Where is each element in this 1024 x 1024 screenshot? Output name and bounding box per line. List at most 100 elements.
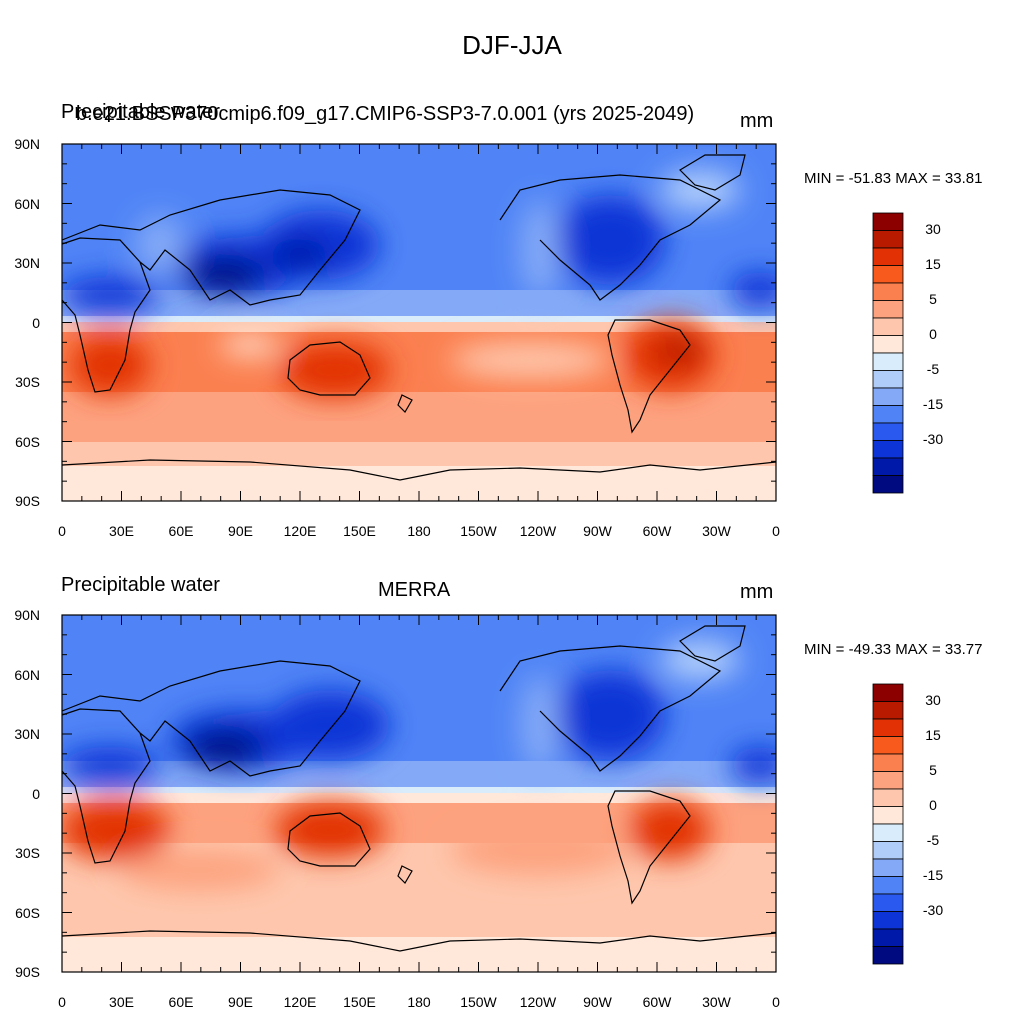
coastline bbox=[397, 865, 413, 884]
coastline bbox=[61, 237, 151, 393]
colorbar-label: -5 bbox=[926, 361, 940, 377]
figure-title: DJF-JJA bbox=[462, 30, 562, 60]
lon-tick-label: 0 bbox=[772, 994, 780, 1010]
colorbar-box bbox=[872, 457, 904, 476]
colorbar-box bbox=[872, 683, 904, 702]
colorbar-label: -15 bbox=[922, 867, 944, 883]
coastline bbox=[499, 174, 722, 301]
coastline bbox=[397, 394, 413, 413]
coastline bbox=[607, 319, 691, 434]
colorbar-box bbox=[872, 440, 904, 459]
lon-tick-label: 90W bbox=[583, 994, 612, 1010]
lon-tick-label: 150E bbox=[343, 523, 376, 539]
colorbar-label: 30 bbox=[925, 221, 941, 237]
colorbar-box bbox=[872, 352, 904, 371]
colorbar-box bbox=[872, 858, 904, 877]
lon-tick-label: 0 bbox=[58, 523, 66, 539]
lat-tick-label: 90S bbox=[15, 964, 40, 980]
lat-tick-label: 90S bbox=[15, 493, 40, 509]
lon-tick-label: 120W bbox=[519, 994, 557, 1010]
colorbar-label: 5 bbox=[929, 291, 937, 307]
colorbar-box bbox=[872, 771, 904, 790]
colorbar-box bbox=[872, 893, 904, 912]
lat-tick-label: 30N bbox=[14, 255, 40, 271]
coastline bbox=[607, 790, 691, 905]
coastline bbox=[287, 341, 371, 396]
lon-tick-label: 30E bbox=[109, 994, 134, 1010]
colorbar-box bbox=[872, 422, 904, 441]
lon-tick-label: 180 bbox=[407, 523, 431, 539]
panel1-left-label: Precipitable water bbox=[61, 101, 220, 123]
lat-tick-label: 60S bbox=[15, 904, 40, 921]
lon-tick-label: 120E bbox=[283, 994, 317, 1010]
lat-tick-label: 90N bbox=[14, 607, 40, 623]
lon-tick-label: 0 bbox=[772, 523, 780, 539]
colorbar-box bbox=[872, 282, 904, 301]
lon-tick-label: 90W bbox=[583, 523, 612, 539]
panel2-left-label: Precipitable water bbox=[61, 574, 220, 596]
lon-tick-label: 120E bbox=[283, 523, 317, 539]
lat-tick-label: 30S bbox=[15, 845, 40, 861]
panel2-units-label: mm bbox=[740, 581, 774, 603]
lon-tick-label: 60E bbox=[168, 523, 194, 539]
coastline bbox=[61, 930, 777, 952]
colorbar-label: 5 bbox=[929, 762, 937, 778]
lon-tick-label: 60E bbox=[168, 994, 194, 1010]
lon-tick-label: 60W bbox=[642, 994, 672, 1010]
colorbar-box bbox=[872, 230, 904, 249]
colorbar-box bbox=[872, 876, 904, 895]
panel2-minmax: MIN = -49.33 MAX = 33.77 bbox=[804, 641, 983, 658]
panel1-center-label: b.e21.BSSP370cmip6.f09_g17.CMIP6-SSP3-7.… bbox=[76, 103, 695, 125]
lat-tick-label: 90N bbox=[14, 136, 40, 152]
lon-tick-label: 30W bbox=[702, 523, 731, 539]
coastline bbox=[679, 625, 746, 662]
lon-tick-label: 30W bbox=[702, 994, 731, 1010]
colorbar-label: 15 bbox=[925, 256, 941, 272]
colorbar-box bbox=[872, 753, 904, 772]
lon-tick-label: 180 bbox=[407, 994, 431, 1010]
colorbar-label: -15 bbox=[922, 396, 944, 412]
lon-tick-label: 0 bbox=[58, 994, 66, 1010]
panel2-center-label: MERRA bbox=[378, 579, 451, 601]
colorbar-box bbox=[872, 841, 904, 860]
lon-tick-label: 150W bbox=[460, 523, 497, 539]
panel2-map bbox=[62, 615, 776, 972]
colorbar-box bbox=[872, 736, 904, 755]
lon-tick-label: 120W bbox=[519, 523, 557, 539]
panel1-map bbox=[62, 144, 776, 501]
lon-tick-label: 90E bbox=[228, 994, 253, 1010]
colorbar-box bbox=[872, 405, 904, 424]
colorbar-box bbox=[872, 370, 904, 389]
colorbar-box bbox=[872, 387, 904, 406]
colorbar-label: -5 bbox=[926, 832, 940, 848]
colorbar-box bbox=[872, 300, 904, 319]
panel1-minmax: MIN = -51.83 MAX = 33.81 bbox=[804, 170, 983, 187]
colorbar-box bbox=[872, 911, 904, 930]
lon-tick-label: 150E bbox=[343, 994, 376, 1010]
lat-tick-label: 60N bbox=[14, 195, 40, 212]
colorbar-label: 30 bbox=[925, 692, 941, 708]
colorbar-box bbox=[872, 265, 904, 284]
colorbar-label: 0 bbox=[929, 326, 937, 342]
colorbar-box bbox=[872, 247, 904, 266]
colorbar-box bbox=[872, 788, 904, 807]
colorbar-box bbox=[872, 823, 904, 842]
colorbar-box bbox=[872, 718, 904, 737]
lon-tick-label: 60W bbox=[642, 523, 672, 539]
colorbar-box bbox=[872, 335, 904, 354]
colorbar-box bbox=[872, 946, 904, 965]
colorbar-label: -30 bbox=[922, 902, 944, 918]
colorbar-label: 15 bbox=[925, 727, 941, 743]
coastlines bbox=[61, 154, 777, 952]
colorbars bbox=[872, 212, 904, 965]
coastline bbox=[61, 660, 361, 777]
lon-tick-label: 30E bbox=[109, 523, 134, 539]
map-frames bbox=[61, 143, 777, 973]
colorbar-box bbox=[872, 212, 904, 231]
coastline bbox=[287, 812, 371, 867]
colorbar-box bbox=[872, 317, 904, 336]
panel1-units-label: mm bbox=[740, 110, 774, 132]
coastline bbox=[61, 708, 151, 864]
coastline bbox=[679, 154, 746, 191]
